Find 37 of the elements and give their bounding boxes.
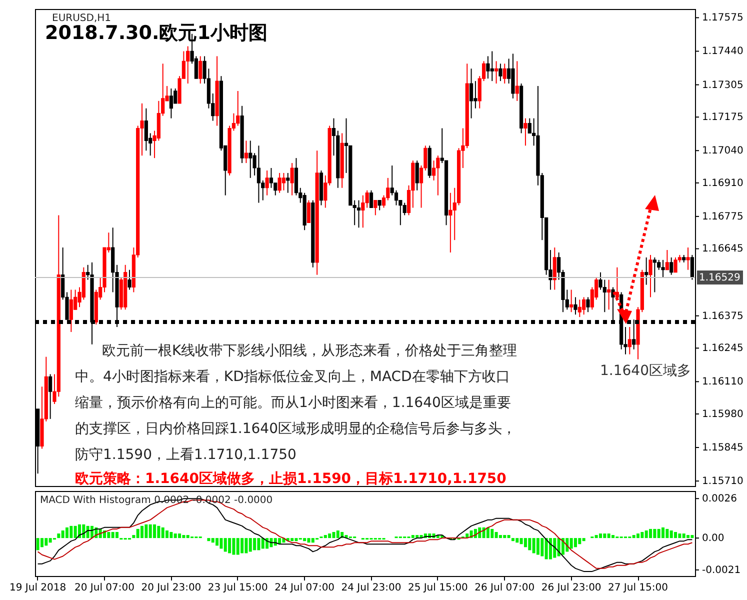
x-tick-label: 20 Jul 07:00 <box>74 582 134 594</box>
y-tick-label: 1.16775 <box>702 211 744 222</box>
y-tick-label: 1.17440 <box>702 46 744 58</box>
annotation: 的支撑区，日内价格回踩1.1640区域形成明显的企稳信号后参与多头， <box>75 421 516 437</box>
y-tick-label: 1.17175 <box>702 112 744 124</box>
y-tick-label: 1.17575 <box>702 12 744 24</box>
x-tick-label: 23 Jul 15:00 <box>208 582 268 594</box>
y-tick-label: 1.15845 <box>702 442 744 454</box>
annotation: 防守1.1590，上看1.1710,1.1750 <box>75 447 296 463</box>
text: 2018.7.30.欧元1小时图 <box>45 22 268 44</box>
annotation: 欧元前一根K线收带下影线小阳线，从形态来看，价格处于三角整理 <box>102 343 518 359</box>
y-tick-label: -0.0021 <box>702 564 741 576</box>
x-tick-label: 25 Jul 15:00 <box>408 582 468 594</box>
y-tick-label: 1.17040 <box>702 146 744 157</box>
y-tick-label: 1.16910 <box>702 178 744 189</box>
annotation: 欧元策略：1.1640区域做多，止损1.1590，目标1.1710,1.1750 <box>75 471 507 487</box>
y-tick-label: 0.00 <box>702 533 724 544</box>
x-tick-label: 20 Jul 23:00 <box>141 582 202 594</box>
y-tick-label: 1.15710 <box>702 476 744 488</box>
y-tick-label: 1.16245 <box>702 343 744 354</box>
x-tick-label: 27 Jul 15:00 <box>608 582 668 594</box>
x-tick-label: 24 Jul 07:00 <box>274 582 335 594</box>
y-tick-label: 1.15980 <box>702 408 744 420</box>
x-tick-label: 19 Jul 2018 <box>10 582 66 594</box>
x-tick-label: 26 Jul 23:00 <box>541 582 602 594</box>
y-tick-label: 1.17305 <box>702 80 744 91</box>
y-tick-label: 1.16375 <box>702 310 744 322</box>
x-tick-label: 26 Jul 07:00 <box>474 582 535 594</box>
annotation: 中。4小时图指标来看，KD指标低位金叉向上，MACD在零轴下方收口 <box>75 369 510 385</box>
y-tick-label: 0.0026 <box>702 494 737 505</box>
y-tick-label: 1.16110 <box>702 376 744 388</box>
ref-line-label: 1.16529 <box>699 272 740 284</box>
annotation: 缩量，预示价格有向上的可能。而从1小时图来看，1.1640区域是重要 <box>75 395 511 411</box>
annotation: EURUSD,H1 <box>52 13 112 24</box>
y-tick-label: 1.16645 <box>702 244 744 255</box>
x-tick-label: 24 Jul 23:00 <box>341 582 402 594</box>
ref-line-label: 1.1640区域多 <box>600 363 691 380</box>
